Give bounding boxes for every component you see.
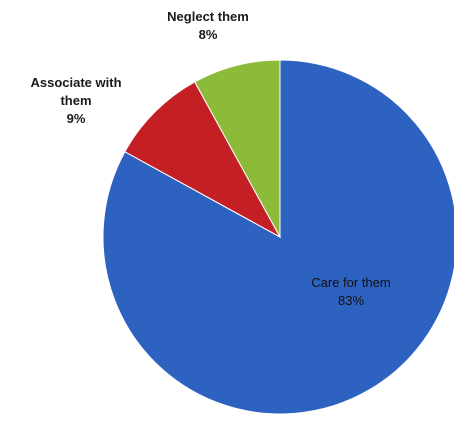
slice-label-neglect-percent: 8% (198, 27, 218, 42)
slice-label-care-percent: 83% (337, 293, 365, 308)
slice-label-care-name: Care for them (311, 275, 391, 290)
slice-label-care-for-them: Care for them 83% (272, 274, 430, 310)
pie-slice-care-for-them (102, 59, 454, 415)
pie-slice-associate-with-them (124, 81, 282, 239)
slice-label-associate-line1: Associate with (30, 75, 122, 90)
slice-label-associate-with-them: Associate with them 9% (0, 74, 152, 128)
slice-label-neglect-name: Neglect them (167, 9, 249, 24)
pie-slice-neglect-them (194, 59, 281, 238)
slice-label-associate-percent: 9% (66, 111, 86, 126)
slice-label-neglect-them: Neglect them 8% (128, 8, 288, 44)
slice-label-associate-line2: them (60, 93, 92, 108)
